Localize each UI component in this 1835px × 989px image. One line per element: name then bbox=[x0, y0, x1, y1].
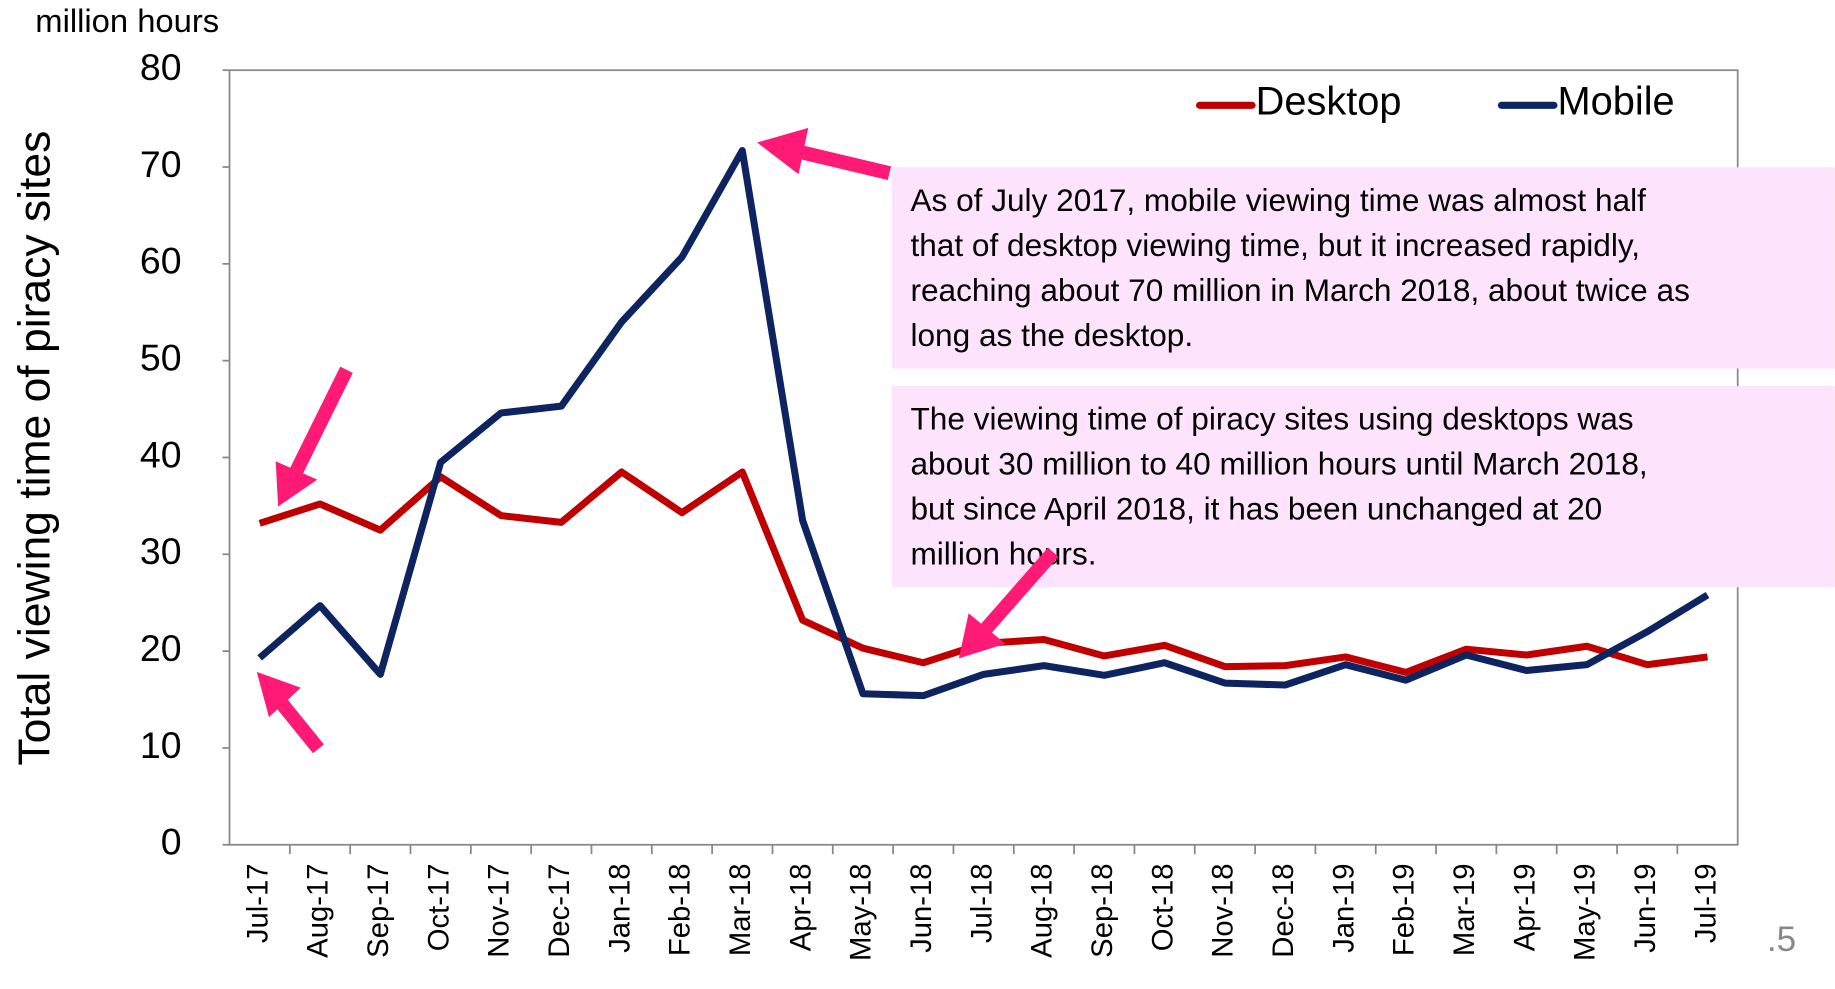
arrows bbox=[256, 127, 1059, 754]
y-tick-label: 30 bbox=[140, 530, 182, 572]
x-tick-label: May-18 bbox=[846, 863, 878, 961]
x-tick-label: Nov-18 bbox=[1208, 863, 1240, 957]
y-axis-label: Total viewing time of piracy sites bbox=[10, 131, 59, 766]
arrow-head bbox=[256, 671, 301, 718]
y-tick-label: 0 bbox=[161, 821, 182, 863]
arrow bbox=[980, 547, 1059, 635]
x-tick-label: Jun-19 bbox=[1630, 863, 1662, 952]
annotation-line: reaching about 70 million in March 2018,… bbox=[910, 272, 1689, 308]
y-tick-label: 80 bbox=[140, 46, 182, 88]
x-tick-label: Jul-18 bbox=[966, 863, 998, 943]
x-tick-label: Jan-18 bbox=[604, 863, 636, 952]
arrow bbox=[794, 144, 892, 180]
x-tick-label: Jan-19 bbox=[1328, 863, 1360, 952]
x-tick-label: Mar-18 bbox=[725, 863, 757, 956]
legend-label: Desktop bbox=[1256, 80, 1402, 124]
annotation-box bbox=[891, 167, 1835, 369]
annotation-line: that of desktop viewing time, but it inc… bbox=[910, 227, 1640, 263]
annotation-line: million hours. bbox=[910, 536, 1096, 572]
x-tick-label: Oct-17 bbox=[423, 863, 455, 951]
x-tick-label: Jul-19 bbox=[1690, 863, 1722, 943]
x-tick-label: Nov-17 bbox=[484, 863, 516, 957]
x-tick-label: Oct-18 bbox=[1147, 863, 1179, 951]
annotation-line: As of July 2017, mobile viewing time was… bbox=[910, 182, 1646, 218]
x-tick-label: Mar-19 bbox=[1449, 863, 1481, 956]
x-tick-label: Apr-19 bbox=[1509, 863, 1541, 951]
series-line bbox=[257, 147, 1710, 700]
x-tick-label: Aug-18 bbox=[1027, 863, 1059, 957]
y-tick-label: 40 bbox=[140, 433, 182, 475]
y-tick-label: 60 bbox=[140, 240, 182, 282]
x-tick-label: Dec-17 bbox=[544, 863, 576, 957]
arrow-head bbox=[757, 127, 809, 175]
x-tick-label: Apr-18 bbox=[785, 863, 817, 951]
annotation-line: long as the desktop. bbox=[910, 317, 1193, 353]
annotation-line: about 30 million to 40 million hours unt… bbox=[910, 446, 1647, 482]
legend-label: Mobile bbox=[1558, 80, 1675, 124]
x-tick-label: Aug-17 bbox=[303, 863, 335, 957]
x-tick-label: May-19 bbox=[1570, 863, 1602, 961]
x-tick-label: Feb-19 bbox=[1389, 863, 1421, 956]
annotation-line: but since April 2018, it has been unchan… bbox=[910, 491, 1602, 527]
arrow bbox=[273, 695, 324, 754]
arrow-head bbox=[958, 613, 1006, 659]
x-tick-label: Sep-18 bbox=[1087, 863, 1119, 957]
y-unit: million hours bbox=[35, 2, 219, 39]
y-tick-label: 20 bbox=[140, 627, 182, 669]
y-tick-label: 70 bbox=[140, 143, 182, 185]
x-tick-label: Jun-18 bbox=[906, 863, 938, 952]
x-tick-label: Jul-17 bbox=[242, 863, 274, 943]
x-tick-label: Dec-18 bbox=[1268, 863, 1300, 957]
y-tick-label: 50 bbox=[140, 337, 182, 379]
x-tick-label: Feb-18 bbox=[665, 863, 697, 956]
arrow bbox=[288, 366, 353, 477]
annotations: As of July 2017, mobile viewing time was… bbox=[910, 182, 1689, 572]
x-tick-label: Sep-17 bbox=[363, 863, 395, 957]
page-number: .5 bbox=[1767, 920, 1796, 959]
arrow-head bbox=[275, 461, 318, 507]
annotation-line: The viewing time of piracy sites using d… bbox=[910, 401, 1633, 437]
y-tick-label: 10 bbox=[140, 724, 182, 766]
